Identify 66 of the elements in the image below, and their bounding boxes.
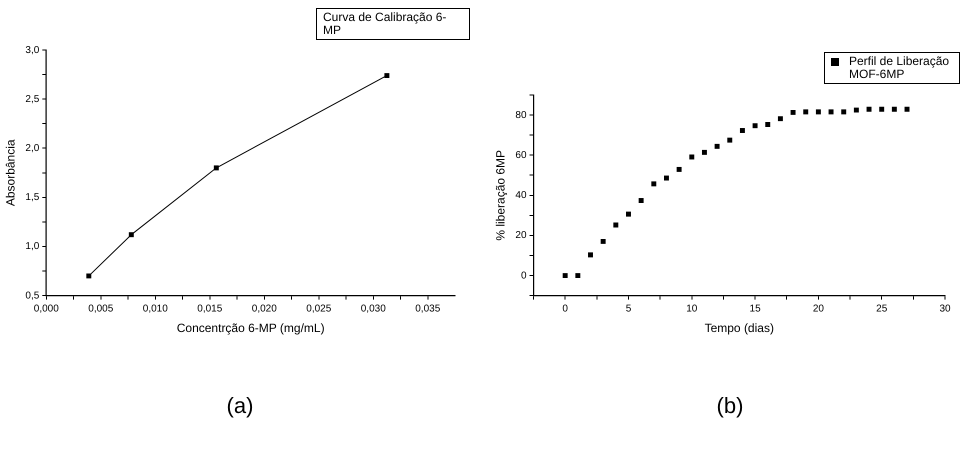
x-tick-label: 0,000: [34, 303, 60, 314]
point: [879, 106, 884, 112]
point: [664, 176, 669, 181]
y-axis-title: Absorbância: [4, 139, 18, 206]
point: [727, 138, 732, 143]
point: [638, 198, 644, 203]
point: [841, 109, 846, 114]
x-tick-label: 25: [876, 303, 888, 314]
x-axis-title: Tempo (dias): [704, 321, 774, 336]
point: [816, 109, 821, 114]
x-tick-label: 0,020: [252, 303, 278, 314]
y-tick-label: 1,0: [25, 241, 40, 252]
point: [752, 123, 758, 128]
point: [790, 110, 796, 115]
x-tick-label: 0: [562, 303, 568, 314]
y-tick-label: 0,5: [25, 290, 40, 302]
y-tick-label: 1,5: [25, 192, 40, 204]
point: [600, 238, 606, 244]
x-tick-label: 0,025: [306, 303, 332, 314]
y-tick-label: 3,0: [25, 44, 40, 56]
y-tick-label: 2,0: [25, 142, 40, 154]
x-tick-label: 0,010: [142, 303, 168, 314]
point: [689, 154, 694, 160]
x-tick-label: 0,030: [360, 303, 386, 314]
point: [714, 144, 720, 149]
text: Curva de Calibração 6-MP: [323, 10, 448, 37]
y-tick-label: 80: [515, 110, 527, 121]
y-axis-title: % liberação 6MP: [494, 150, 508, 241]
x-tick-label: 15: [750, 303, 762, 314]
y-tick-label: 2,5: [25, 94, 40, 105]
point: [702, 150, 707, 155]
point: [778, 116, 783, 122]
point: [214, 165, 219, 170]
point: [626, 212, 631, 217]
point: [740, 128, 745, 133]
legend-label: Perfil de Liberação MOF-6MP: [849, 54, 950, 81]
x-tick-label: 10: [686, 303, 698, 314]
y-tick-label: 20: [515, 230, 527, 242]
x-tick-label: 0,015: [197, 303, 223, 314]
point: [904, 106, 910, 112]
point: [128, 232, 134, 238]
point: [765, 122, 770, 127]
point: [575, 273, 580, 278]
point: [651, 181, 656, 186]
text: (b): [716, 393, 744, 419]
x-tick-label: 5: [626, 303, 632, 314]
x-tick-label: 0,005: [88, 303, 114, 314]
point: [384, 73, 390, 78]
y-tick-label: 40: [515, 190, 527, 202]
x-tick-label: 0,035: [415, 303, 441, 314]
y-tick-label: 0: [520, 270, 527, 282]
x-tick-label: 30: [939, 303, 951, 314]
point: [828, 109, 834, 114]
point: [892, 106, 897, 112]
point: [866, 106, 872, 112]
point: [803, 109, 808, 114]
x-tick-label: 20: [812, 303, 824, 314]
point: [588, 252, 593, 258]
point: [676, 166, 682, 172]
point: [562, 273, 568, 278]
point: [613, 222, 618, 228]
point: [854, 108, 859, 113]
y-tick-label: 60: [515, 150, 527, 161]
point: [86, 273, 92, 278]
text: (a): [226, 393, 254, 419]
x-axis-title: Concentrção 6-MP (mg/mL): [176, 321, 325, 336]
